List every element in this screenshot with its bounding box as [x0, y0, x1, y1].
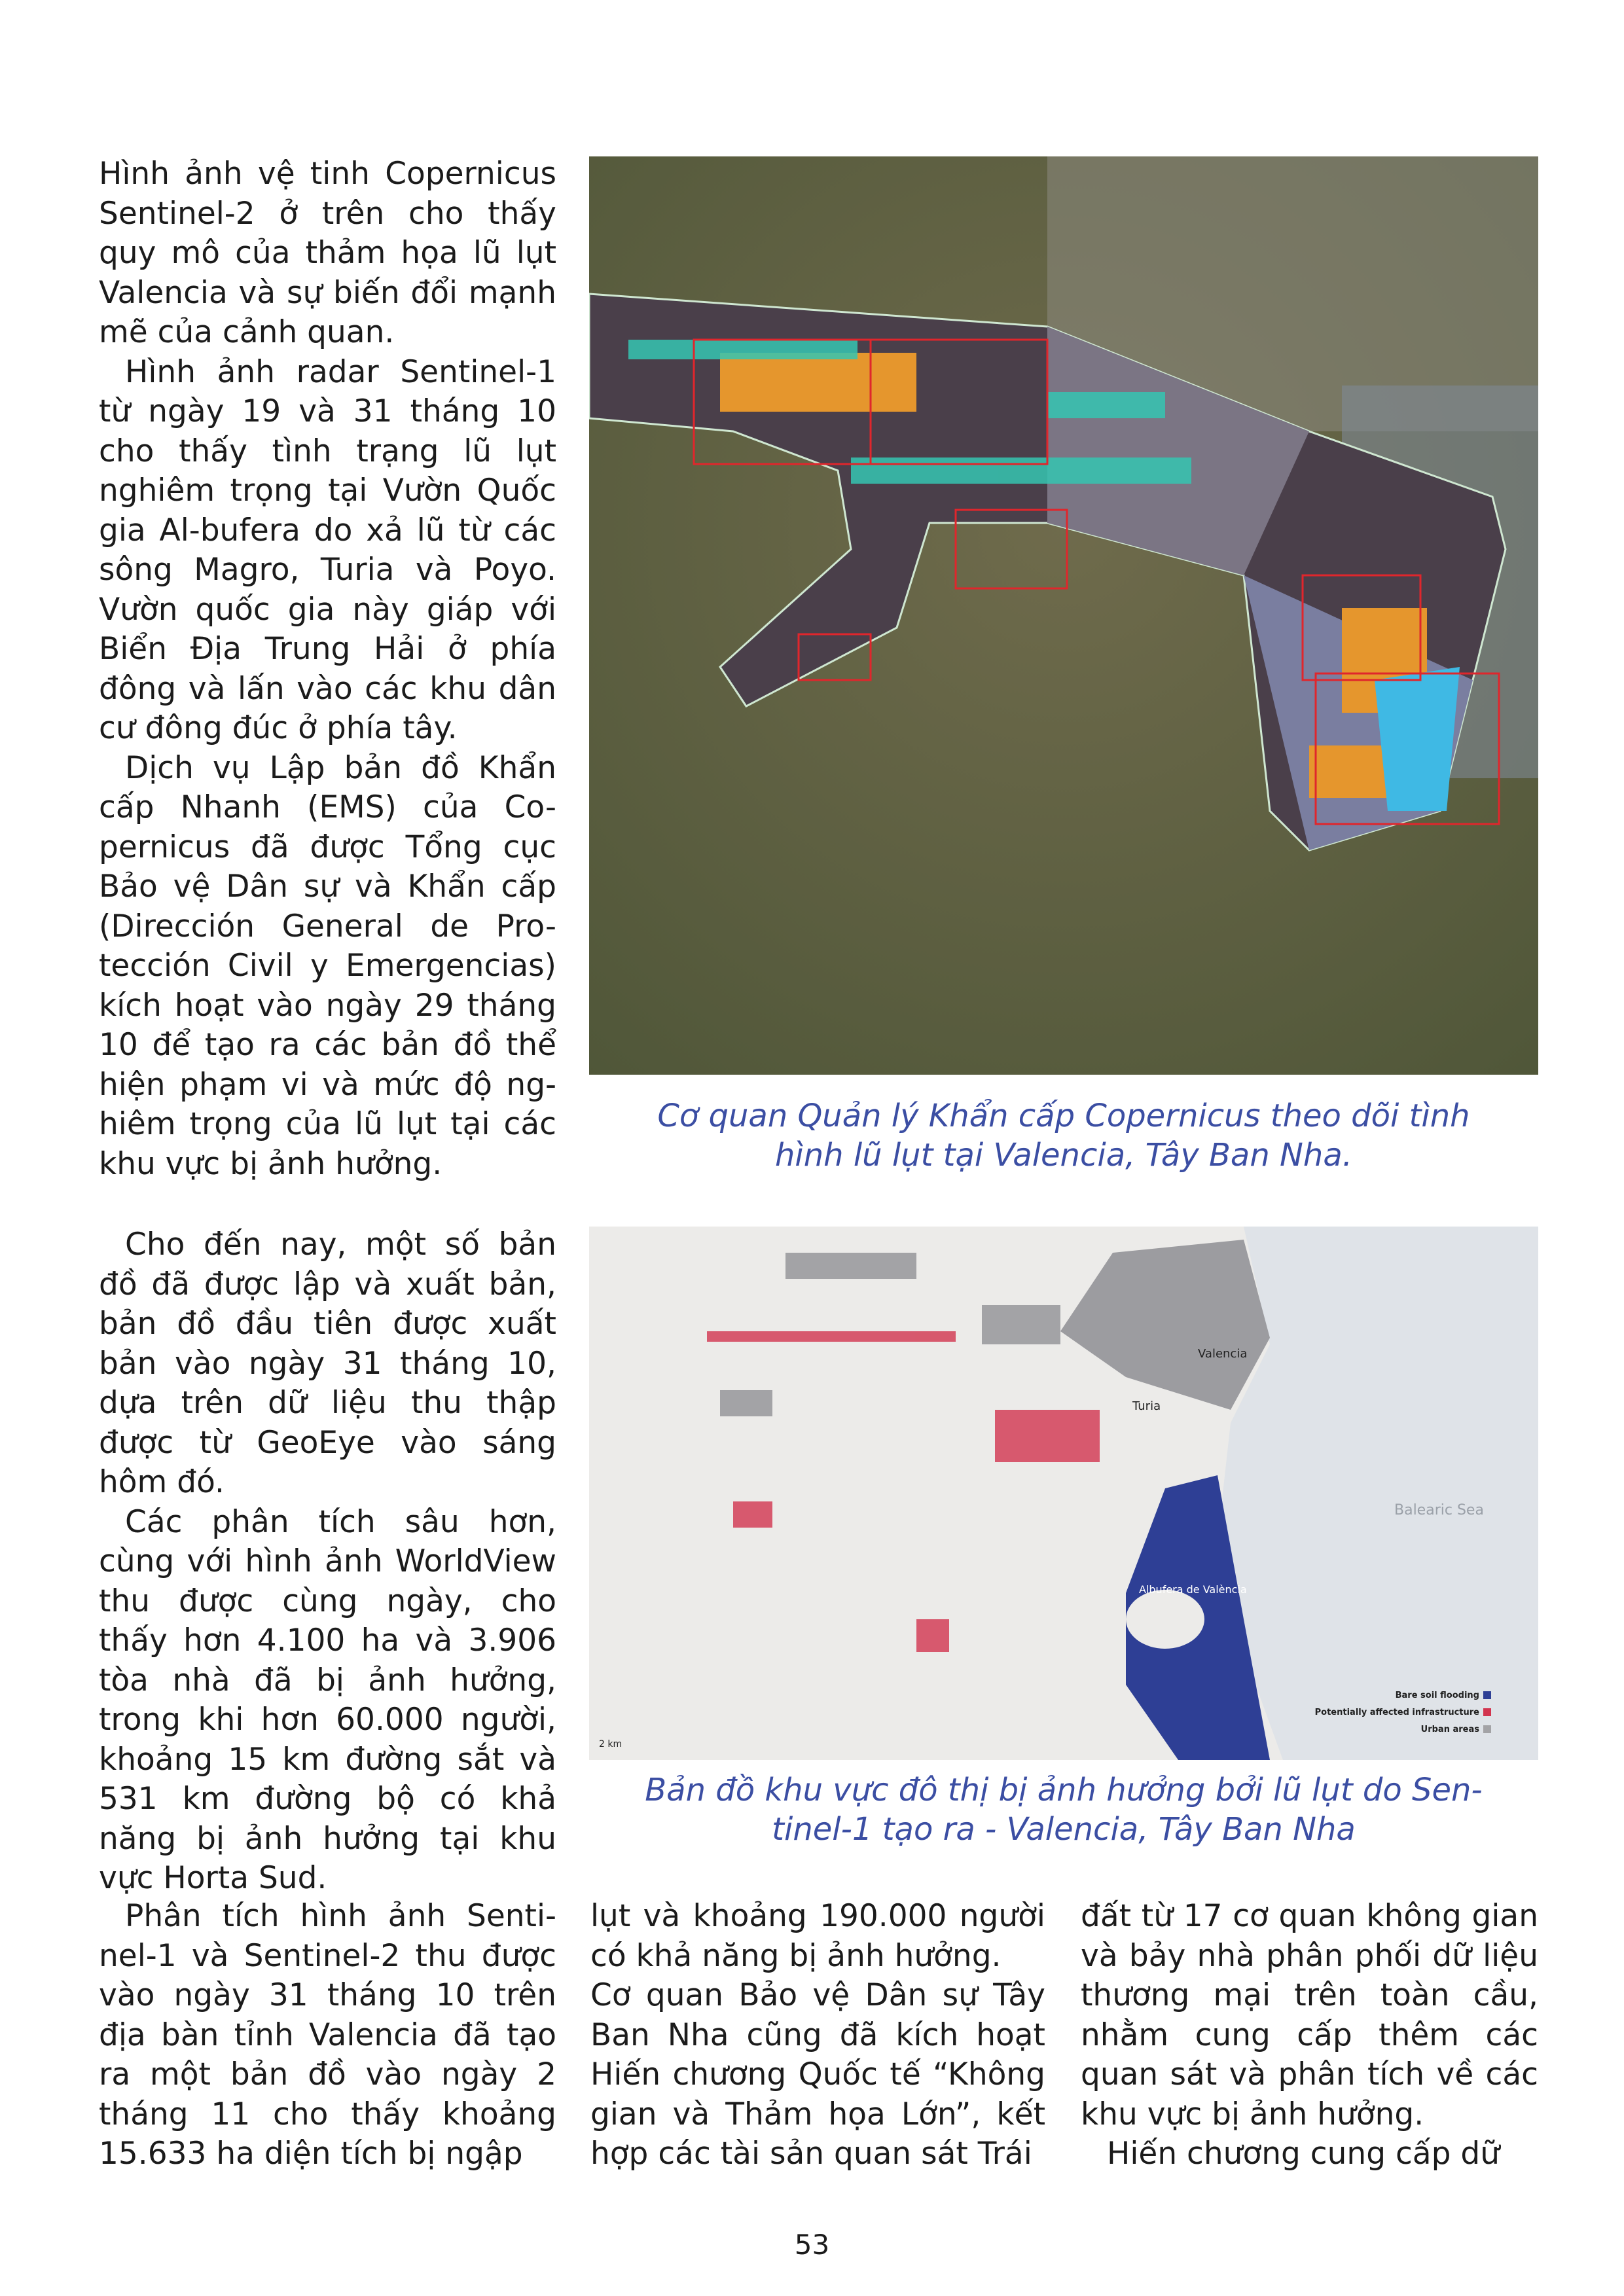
paragraph: Hiến chương cung cấp dữ — [1107, 2136, 1500, 2172]
paragraph: Hình ảnh vệ tinh Copernicus Sentinel-2 ở… — [99, 156, 556, 350]
flood-monitoring-satellite-map — [589, 156, 1538, 1075]
affected-urban-areas-map: Valencia Turia Balearic Sea Albufera de … — [589, 1227, 1538, 1760]
paragraph: Phân tích hình ảnh Senti-nel-1 và Sentin… — [99, 1898, 556, 2172]
legend-label: Bare soil flooding — [1396, 1691, 1479, 1700]
paragraph: đất từ 17 cơ quan không gian và bảy nhà … — [1081, 1898, 1538, 2132]
page-number: 53 — [794, 2229, 830, 2261]
map-label-valencia: Valencia — [1198, 1347, 1247, 1361]
bottom-column-2: lụt và khoảng 190.000 người có khả năng … — [590, 1897, 1045, 2174]
paragraph: Cơ quan Bảo vệ Dân sự Tây Ban Nha cũng đ… — [590, 1977, 1045, 2172]
legend-label: Potentially affected infrastructure — [1315, 1708, 1480, 1717]
left-text-block-1: Hình ảnh vệ tinh Copernicus Sentinel-2 ở… — [99, 154, 556, 1184]
map-label-turia: Turia — [1132, 1399, 1161, 1413]
paragraph: Hình ảnh radar Sentinel-1 từ ngày 19 và … — [99, 353, 556, 747]
map-legend: Bare soil flooding Potentially affected … — [1315, 1691, 1491, 1734]
paragraph: Cho đến nay, một số bản đồ đã được lập v… — [99, 1227, 556, 1500]
paragraph: lụt và khoảng 190.000 người có khả năng … — [590, 1898, 1045, 1974]
paragraph: Các phân tích sâu hơn, cùng với hình ảnh… — [99, 1503, 556, 1897]
legend-swatch — [1483, 1691, 1491, 1699]
bottom-column-3: đất từ 17 cơ quan không gian và bảy nhà … — [1081, 1897, 1538, 2174]
map-label-sea: Balearic Sea — [1394, 1502, 1484, 1518]
legend-swatch — [1483, 1725, 1491, 1733]
paragraph: Dịch vụ Lập bản đồ Khẩn cấp Nhanh (EMS) … — [99, 749, 556, 1182]
map-label-albufera: Albufera de València — [1139, 1583, 1247, 1596]
legend-swatch — [1483, 1708, 1491, 1716]
left-text-block-2: Cho đến nay, một số bản đồ đã được lập v… — [99, 1225, 556, 1899]
bottom-column-1: Phân tích hình ảnh Senti-nel-1 và Sentin… — [99, 1897, 556, 2174]
map-scale: 2 km — [599, 1739, 622, 1749]
figure2-caption: Bản đồ khu vực đô thị bị ảnh hưởng bởi l… — [645, 1772, 1483, 1848]
legend-label: Urban areas — [1421, 1725, 1480, 1734]
figure1-caption: Cơ quan Quản lý Khẩn cấp Copernicus theo… — [657, 1098, 1470, 1174]
